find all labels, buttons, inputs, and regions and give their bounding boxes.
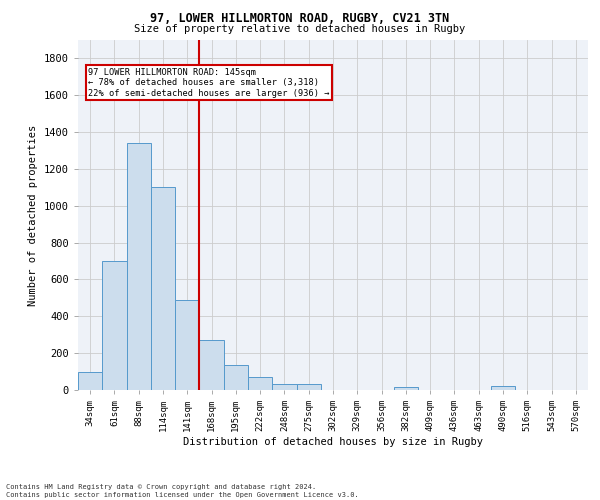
Bar (78, 372, 102, 390)
Text: Size of property relative to detached houses in Rugby: Size of property relative to detached ho… (134, 24, 466, 34)
Bar (175, 300, 199, 390)
Bar (224, 365, 248, 390)
Bar (127, 143, 151, 390)
Bar (199, 340, 224, 390)
Text: Contains HM Land Registry data © Crown copyright and database right 2024.
Contai: Contains HM Land Registry data © Crown c… (6, 484, 359, 498)
Text: 97 LOWER HILLMORTON ROAD: 145sqm
← 78% of detached houses are smaller (3,318)
22: 97 LOWER HILLMORTON ROAD: 145sqm ← 78% o… (88, 68, 330, 98)
X-axis label: Distribution of detached houses by size in Rugby: Distribution of detached houses by size … (183, 437, 483, 447)
Y-axis label: Number of detached properties: Number of detached properties (28, 124, 38, 306)
Bar (491, 386, 515, 390)
Text: 97, LOWER HILLMORTON ROAD, RUGBY, CV21 3TN: 97, LOWER HILLMORTON ROAD, RUGBY, CV21 3… (151, 12, 449, 26)
Bar (102, 261, 127, 390)
Bar (151, 188, 175, 390)
Bar (394, 387, 418, 390)
Bar (296, 384, 321, 390)
Bar (248, 377, 272, 390)
Bar (272, 384, 296, 390)
